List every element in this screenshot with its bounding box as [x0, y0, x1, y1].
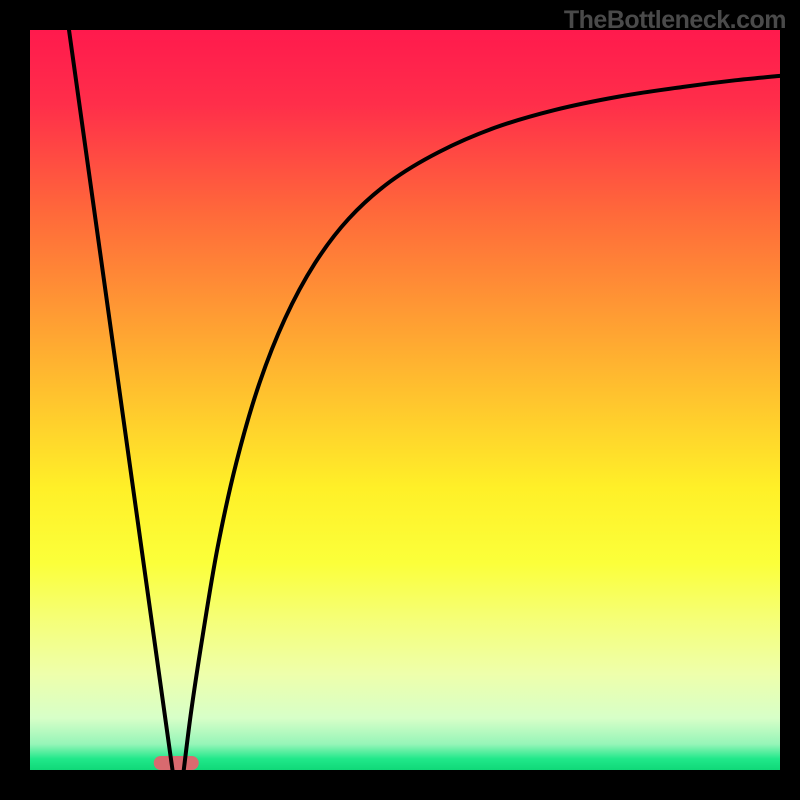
chart-svg: [0, 0, 800, 800]
plot-area: [30, 30, 780, 770]
watermark-text: TheBottleneck.com: [564, 6, 786, 35]
bottleneck-chart: TheBottleneck.com: [0, 0, 800, 800]
bottleneck-marker: [154, 756, 199, 770]
